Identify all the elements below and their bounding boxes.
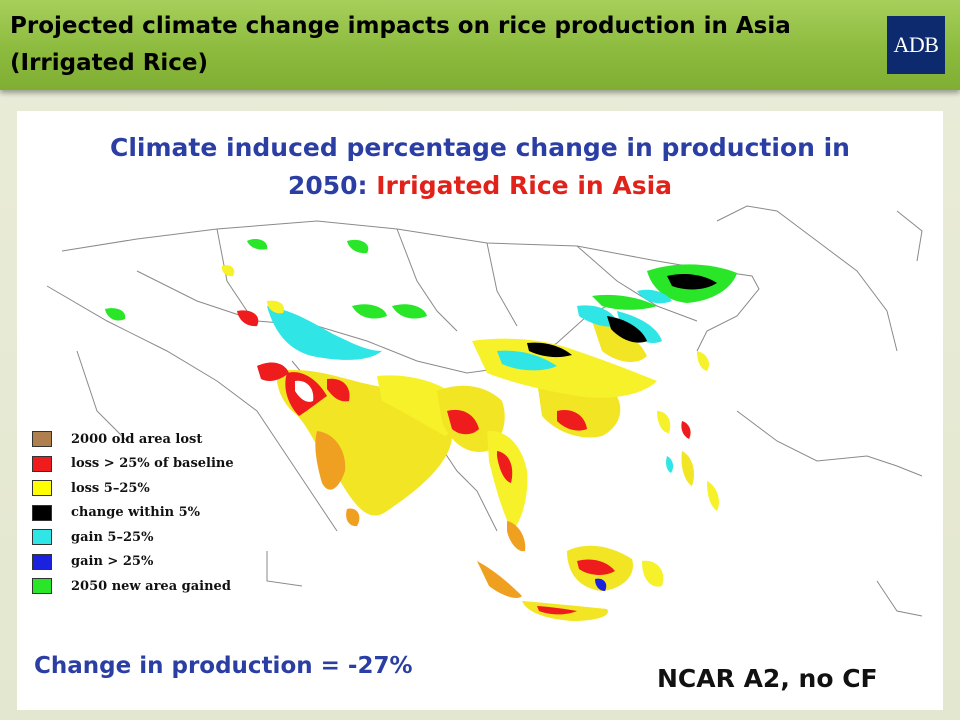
legend-item: change within 5% xyxy=(32,501,234,526)
map-data-regions xyxy=(105,238,737,621)
asia-map xyxy=(46,205,923,621)
legend-label: gain 5–25% xyxy=(71,529,154,545)
slide-title-line1: Projected climate change impacts on rice… xyxy=(10,13,791,39)
map-legend: 2000 old area lost loss > 25% of baselin… xyxy=(32,427,234,599)
legend-label: loss > 25% of baseline xyxy=(71,456,234,472)
legend-item: 2000 old area lost xyxy=(32,427,234,452)
legend-label: 2050 new area gained xyxy=(71,578,231,594)
legend-swatch xyxy=(32,553,52,570)
legend-label: 2000 old area lost xyxy=(71,431,203,447)
figure-title-crop: Irrigated Rice in Asia xyxy=(376,171,673,200)
legend-label: loss 5–25% xyxy=(71,480,150,496)
legend-item: loss > 25% of baseline xyxy=(32,452,234,477)
legend-item: 2050 new area gained xyxy=(32,574,234,599)
legend-swatch xyxy=(32,480,52,497)
figure-title-year: 2050: xyxy=(287,171,368,200)
slide-header: Projected climate change impacts on rice… xyxy=(0,0,960,90)
figure-title-line1: Climate induced percentage change in pro… xyxy=(110,133,850,162)
legend-label: change within 5% xyxy=(71,505,201,521)
legend-swatch xyxy=(32,431,52,448)
figure-title-line2: 2050: Irrigated Rice in Asia xyxy=(17,171,943,200)
map-figure: Climate induced percentage change in pro… xyxy=(17,111,943,710)
scenario-label: NCAR A2, no CF xyxy=(657,664,878,693)
legend-label: gain > 25% xyxy=(71,554,154,570)
slide-title-line2: (Irrigated Rice) xyxy=(10,50,209,76)
slide-title: Projected climate change impacts on rice… xyxy=(10,8,830,82)
production-change-summary: Change in production = -27% xyxy=(34,653,413,679)
legend-item: gain > 25% xyxy=(32,550,234,575)
adb-logo: ADB xyxy=(887,16,945,74)
legend-swatch xyxy=(32,455,52,472)
legend-item: loss 5–25% xyxy=(32,476,234,501)
legend-item: gain 5–25% xyxy=(32,525,234,550)
legend-swatch xyxy=(32,529,52,546)
legend-swatch xyxy=(32,578,52,595)
legend-swatch xyxy=(32,504,52,521)
